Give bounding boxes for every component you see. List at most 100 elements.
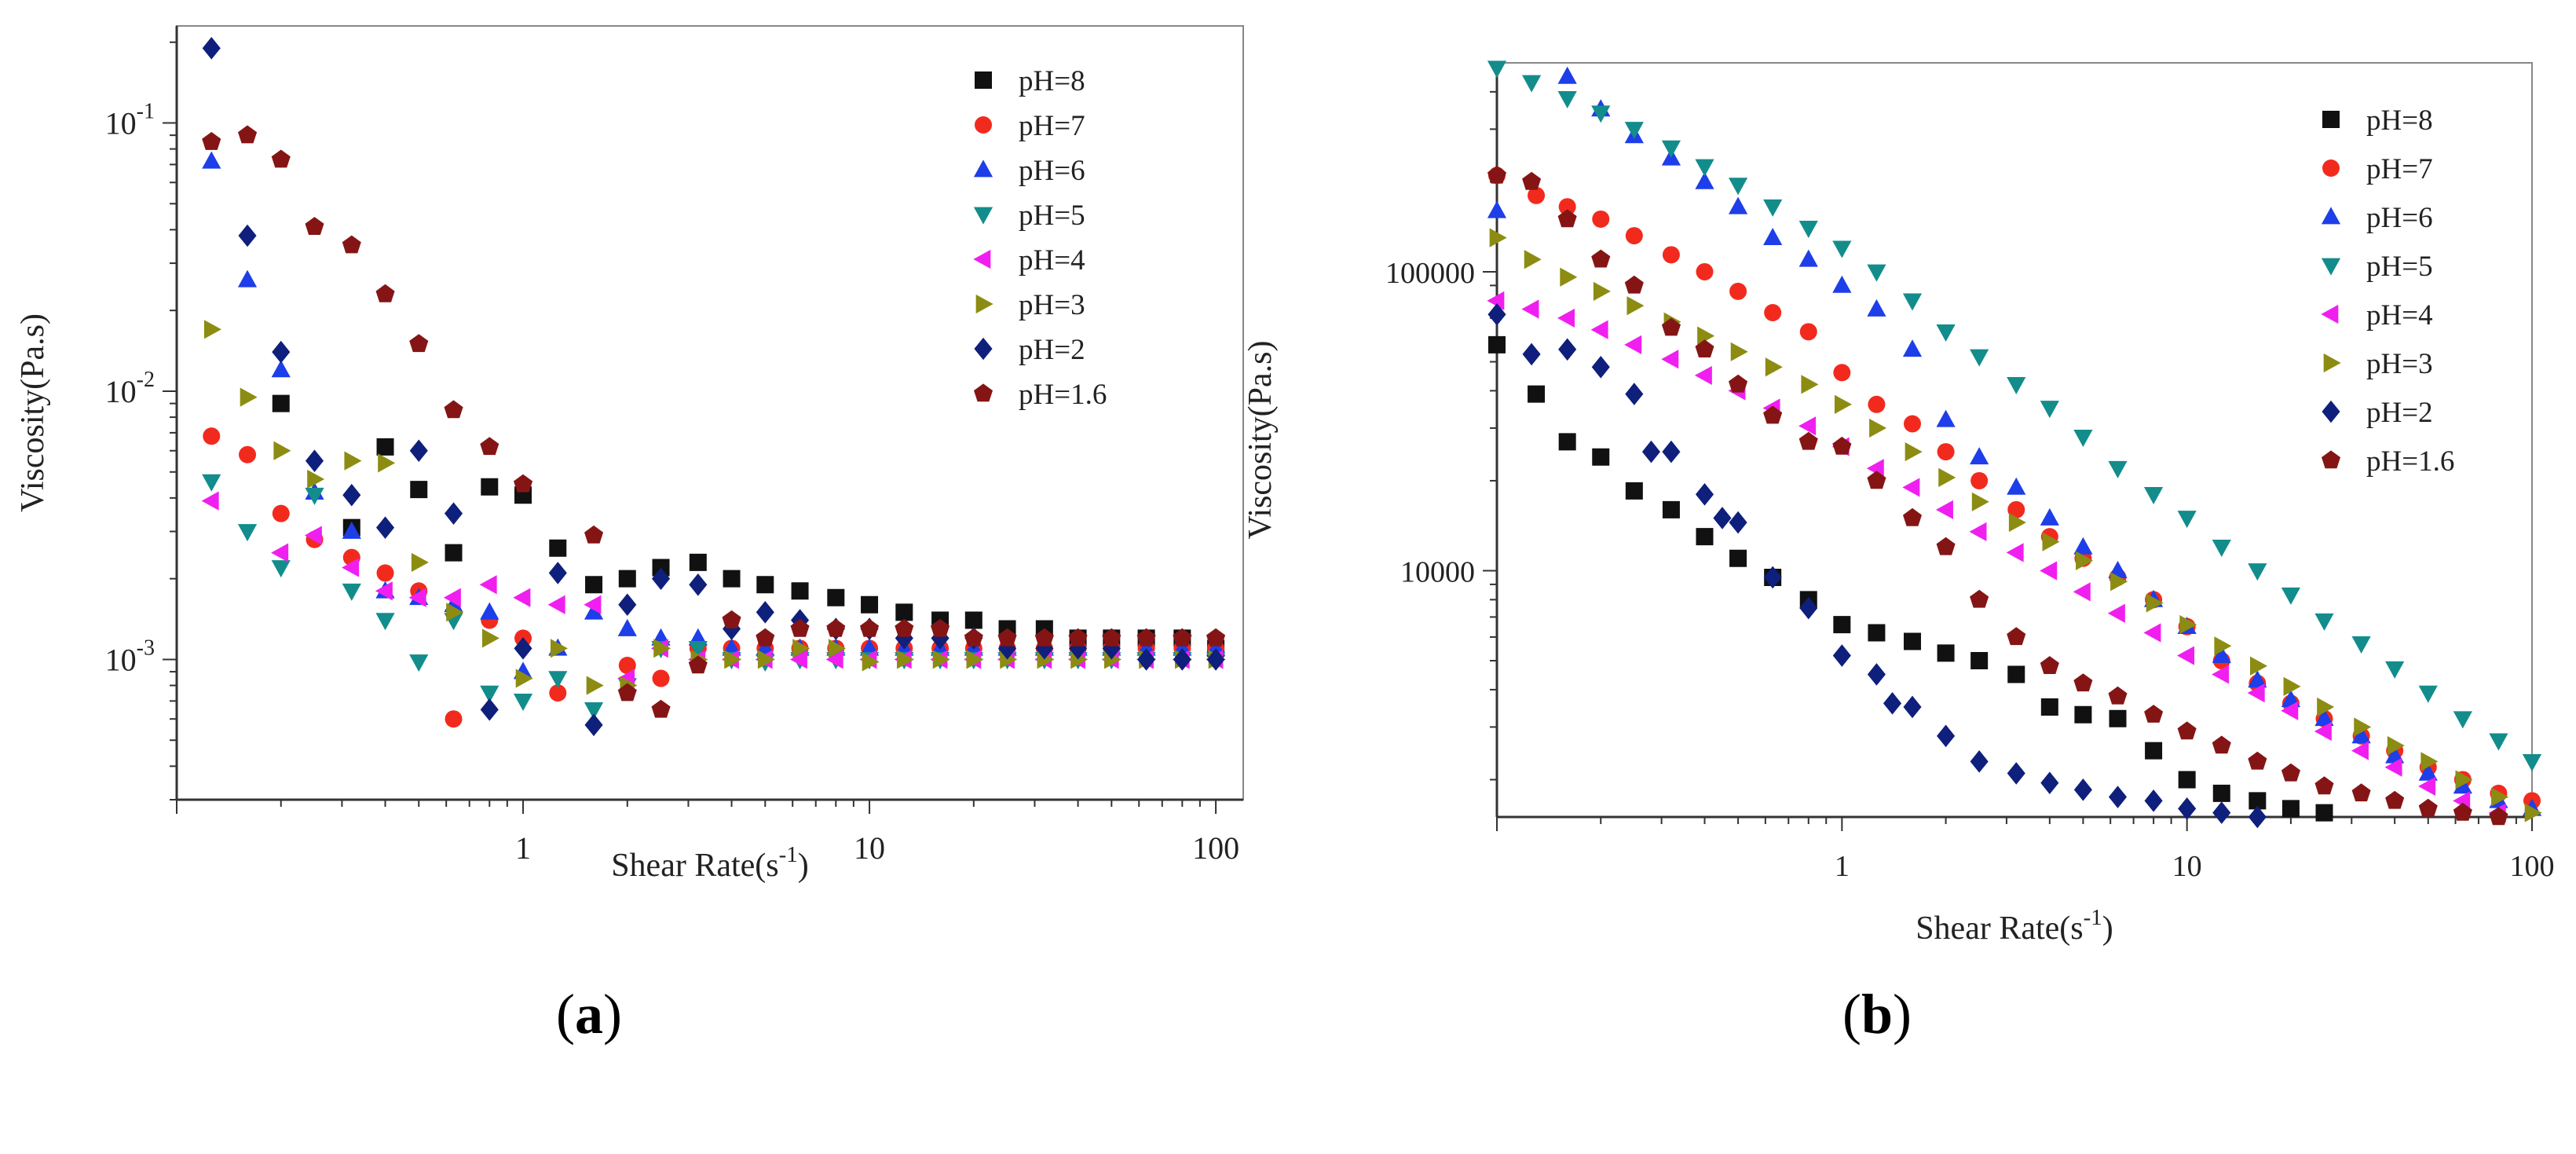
y-tick-label: 10-1 xyxy=(105,100,155,141)
data-point xyxy=(1937,724,1956,748)
caption-a: (a) xyxy=(556,983,622,1046)
data-point xyxy=(2073,582,2091,602)
data-point xyxy=(2108,786,2128,808)
data-point xyxy=(201,491,219,511)
data-point xyxy=(1970,589,1989,608)
data-point xyxy=(586,676,604,695)
data-point xyxy=(2418,798,2438,817)
data-point xyxy=(585,576,603,594)
data-point xyxy=(828,639,846,658)
data-point xyxy=(2522,754,2542,772)
data-point xyxy=(895,603,913,621)
data-point xyxy=(480,602,499,620)
data-point xyxy=(1591,105,1611,123)
data-point xyxy=(756,576,774,594)
data-point xyxy=(1902,478,1920,497)
legend-marker xyxy=(973,159,993,178)
data-point xyxy=(1729,374,1748,393)
data-point xyxy=(1487,165,1506,184)
data-point xyxy=(2384,757,2402,777)
data-point xyxy=(1970,447,1989,465)
data-point xyxy=(1883,692,1902,715)
legend-marker xyxy=(975,116,992,134)
data-point xyxy=(2281,701,2299,720)
data-point xyxy=(1662,246,1680,264)
data-point xyxy=(1206,628,1226,647)
y-axis-label: Viscosity(Pa.s) xyxy=(1242,341,1279,540)
data-point xyxy=(790,618,810,637)
data-point xyxy=(479,575,497,595)
data-point xyxy=(2214,636,2232,656)
data-point xyxy=(1765,357,1783,377)
data-point xyxy=(1764,303,1782,321)
data-point xyxy=(1936,409,1956,427)
series-pH=3 xyxy=(1489,228,2542,822)
data-point xyxy=(480,685,499,703)
legend-label: pH=3 xyxy=(2366,348,2433,380)
data-point xyxy=(1558,198,1576,216)
data-point xyxy=(1868,624,1886,642)
data-point xyxy=(2248,670,2267,688)
data-point xyxy=(2145,742,2163,760)
legend-label: pH=8 xyxy=(1019,65,1085,97)
data-point xyxy=(1695,483,1714,506)
data-point xyxy=(1798,249,1818,267)
data-point xyxy=(1904,415,1922,433)
data-point xyxy=(1970,471,1989,489)
data-point xyxy=(2107,603,2125,623)
data-point xyxy=(2524,803,2542,822)
data-point xyxy=(2108,460,2128,478)
data-point xyxy=(1591,355,1610,379)
data-point xyxy=(1937,443,1955,461)
data-point xyxy=(271,543,289,562)
data-point xyxy=(2177,721,2197,740)
legend-label: pH=2 xyxy=(2366,397,2433,429)
data-point xyxy=(2212,784,2230,802)
data-point xyxy=(689,553,707,571)
data-point xyxy=(2420,752,2439,771)
series-pH=7 xyxy=(203,427,1225,728)
data-point xyxy=(2073,673,2093,692)
legend-label: pH=3 xyxy=(1019,289,1085,321)
data-point xyxy=(203,320,221,339)
data-point xyxy=(1487,291,1505,310)
data-point xyxy=(410,481,428,499)
data-point xyxy=(1694,365,1712,386)
data-point xyxy=(1173,628,1192,647)
data-point xyxy=(481,628,499,648)
legend-label: pH=7 xyxy=(1019,110,1085,142)
data-point xyxy=(378,453,396,473)
data-point xyxy=(237,524,258,542)
data-point xyxy=(584,702,604,720)
data-point xyxy=(896,650,914,669)
data-point xyxy=(966,650,984,669)
data-point xyxy=(1970,652,1989,670)
data-point xyxy=(1695,339,1714,357)
data-point xyxy=(1624,122,1644,140)
data-point xyxy=(444,400,463,419)
data-point xyxy=(2491,787,2509,807)
data-point xyxy=(446,603,464,622)
data-point xyxy=(271,360,291,378)
data-point xyxy=(1488,335,1506,354)
legend-marker xyxy=(2321,258,2341,276)
data-point xyxy=(272,504,290,522)
data-point xyxy=(584,595,602,614)
data-point xyxy=(1938,467,1956,487)
data-point xyxy=(861,595,879,614)
data-point xyxy=(1524,250,1542,269)
data-point xyxy=(2351,741,2369,760)
data-point xyxy=(307,469,325,489)
data-point xyxy=(1904,632,1922,650)
data-point xyxy=(651,699,671,718)
data-point xyxy=(2212,735,2231,754)
data-point xyxy=(2354,717,2372,737)
data-point xyxy=(652,669,670,687)
data-point xyxy=(445,710,463,728)
data-point xyxy=(2385,661,2405,679)
data-point xyxy=(2249,792,2267,810)
data-point xyxy=(202,132,221,150)
data-point xyxy=(2489,807,2508,826)
data-point xyxy=(2418,685,2438,703)
data-point xyxy=(651,567,671,590)
